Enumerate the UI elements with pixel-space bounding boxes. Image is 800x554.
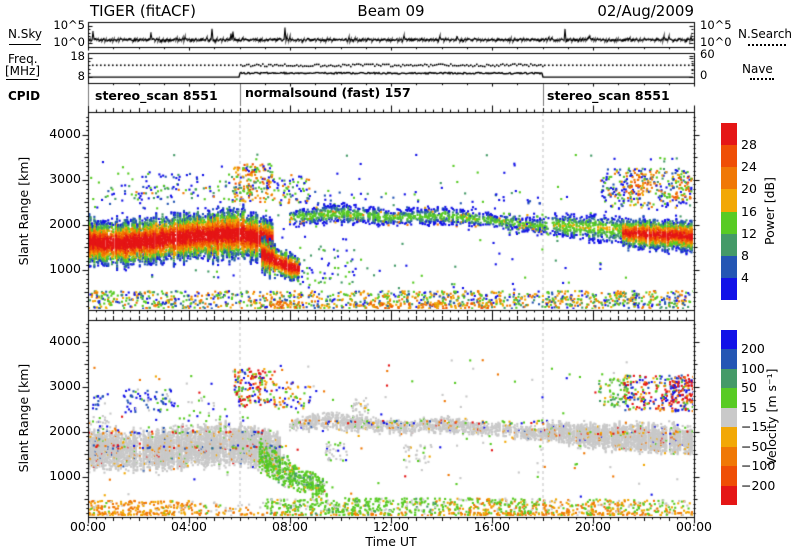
colorbar-segment bbox=[721, 145, 737, 168]
nsearch-linestyle-key bbox=[748, 44, 786, 46]
x-tick-label: 00:00 bbox=[69, 519, 107, 534]
colorbar-segment bbox=[721, 388, 737, 408]
x-tick-label: 00:00 bbox=[675, 519, 713, 534]
power-colorbar bbox=[721, 123, 737, 300]
power-colorbar-label: 28 bbox=[741, 137, 757, 153]
velocity-y-tick-label: 1000 bbox=[49, 467, 81, 483]
velocity-colorbar-title: Velocity [m s⁻¹] bbox=[763, 368, 779, 466]
colorbar-segment bbox=[721, 277, 737, 300]
colorbar-segment bbox=[721, 330, 737, 350]
velocity-colorbar-label: 200 bbox=[741, 341, 765, 357]
noise-right-tick-bottom: 10^0 bbox=[700, 35, 732, 49]
xaxis-title: Time UT bbox=[365, 534, 417, 549]
x-tick-label: 16:00 bbox=[473, 519, 511, 534]
power-colorbar-label: 4 bbox=[741, 269, 749, 285]
colorbar-segment bbox=[721, 211, 737, 234]
freq-label-line2: [MHz] bbox=[5, 64, 41, 78]
power-colorbar-label: 8 bbox=[741, 247, 749, 263]
power-y-tick-label: 1000 bbox=[49, 260, 81, 276]
power-y-tick-label: 4000 bbox=[49, 125, 81, 141]
nave-label: Nave bbox=[742, 62, 773, 76]
freq-label-line1: Freq. bbox=[8, 52, 38, 66]
velocity-yaxis-title: Slant Range [km] bbox=[15, 363, 31, 473]
nave-right-tick-top: 60 bbox=[700, 47, 715, 61]
colorbar-segment bbox=[721, 167, 737, 190]
nave-right-tick-bottom: 0 bbox=[700, 68, 708, 82]
colorbar-segment bbox=[721, 233, 737, 256]
noise-left-tick-bottom: 10^0 bbox=[53, 35, 85, 49]
power-colorbar-title: Power [dB] bbox=[761, 176, 777, 246]
nsky-linestyle-key bbox=[9, 44, 41, 45]
nsky-label: N.Sky bbox=[8, 27, 43, 41]
power-colorbar-label: 24 bbox=[741, 159, 757, 175]
velocity-colorbar-label: 100 bbox=[741, 360, 765, 376]
cpid-segment-3: stereo_scan 8551 bbox=[547, 88, 670, 103]
nave-linestyle-key bbox=[750, 78, 774, 80]
cpid-segment-2: normalsound (fast) 157 bbox=[245, 85, 411, 100]
x-tick-label: 04:00 bbox=[170, 519, 208, 534]
colorbar-segment bbox=[721, 349, 737, 369]
velocity-y-tick-label: 2000 bbox=[49, 422, 81, 438]
colorbar-segment bbox=[721, 446, 737, 467]
power-colorbar-label: 12 bbox=[741, 225, 757, 241]
beam-label: Beam 09 bbox=[357, 2, 425, 20]
colorbar-segment bbox=[721, 368, 737, 389]
velocity-colorbar bbox=[721, 330, 737, 505]
power-colorbar-label: 20 bbox=[741, 181, 757, 197]
cpid-label: CPID bbox=[8, 89, 41, 103]
freq-left-tick-bottom: 8 bbox=[77, 69, 85, 83]
velocity-y-tick-label: 4000 bbox=[49, 332, 81, 348]
colorbar-segment bbox=[721, 407, 737, 428]
freq-left-tick-top: 18 bbox=[70, 49, 85, 63]
colorbar-segment bbox=[721, 427, 737, 447]
velocity-colorbar-label: −50 bbox=[741, 438, 768, 454]
x-tick-label: 12:00 bbox=[372, 519, 410, 534]
velocity-y-tick-label: 3000 bbox=[49, 377, 81, 393]
velocity-colorbar-label: −200 bbox=[741, 477, 776, 493]
x-tick-label: 08:00 bbox=[271, 519, 309, 534]
power-colorbar-label: 16 bbox=[741, 203, 757, 219]
page-title: TIGER (fitACF) bbox=[90, 2, 197, 20]
power-yaxis-title: Slant Range [km] bbox=[15, 156, 31, 266]
power-y-tick-label: 3000 bbox=[49, 170, 81, 186]
velocity-colorbar-label: 15 bbox=[741, 399, 757, 415]
velocity-colorbar-label: −100 bbox=[741, 458, 776, 474]
power-y-tick-label: 2000 bbox=[49, 215, 81, 231]
velocity-colorbar-label: −15 bbox=[741, 419, 768, 435]
colorbar-segment bbox=[721, 189, 737, 212]
colorbar-segment bbox=[721, 485, 737, 505]
cpid-segment-1: stereo_scan 8551 bbox=[95, 88, 218, 103]
freq-linestyle-key bbox=[6, 79, 38, 80]
noise-left-tick-top: 10^5 bbox=[53, 18, 85, 32]
velocity-colorbar-label: 50 bbox=[741, 380, 757, 396]
nsearch-label: N.Search bbox=[738, 27, 793, 41]
colorbar-segment bbox=[721, 466, 737, 486]
date-label: 02/Aug/2009 bbox=[597, 2, 694, 20]
colorbar-segment bbox=[721, 123, 737, 146]
colorbar-segment bbox=[721, 255, 737, 278]
x-tick-label: 20:00 bbox=[574, 519, 612, 534]
noise-right-tick-top: 10^5 bbox=[700, 18, 732, 32]
